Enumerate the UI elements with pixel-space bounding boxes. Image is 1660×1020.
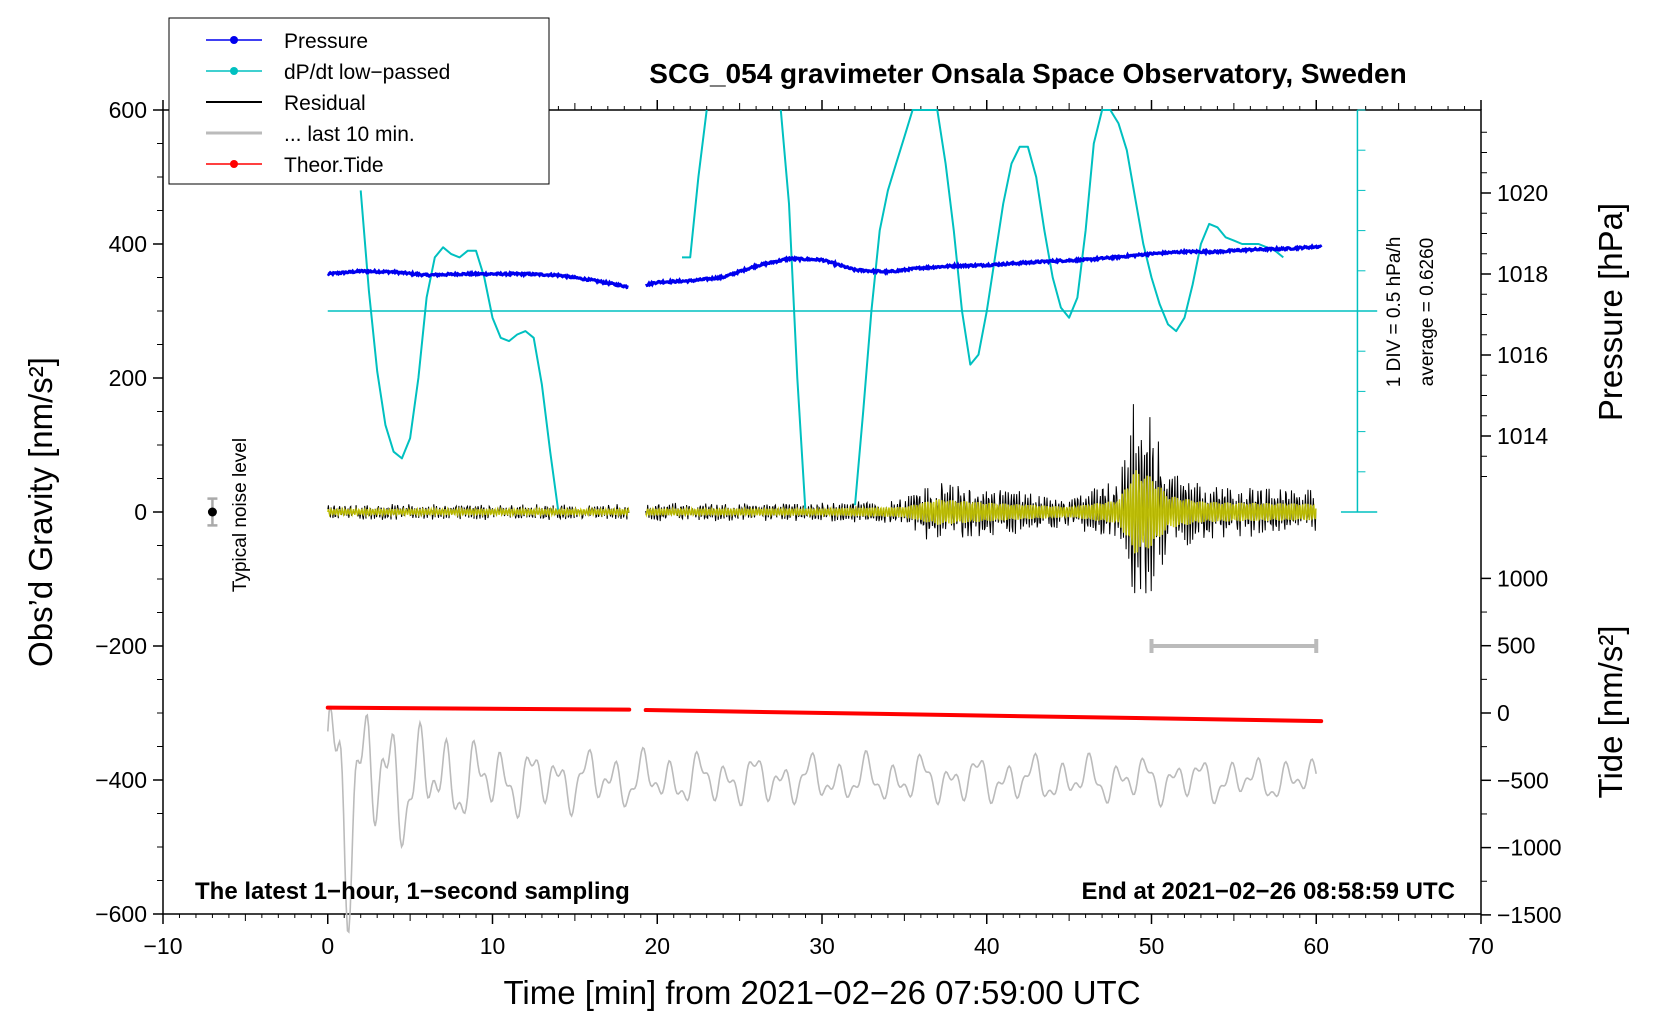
y-tick-label: 600 bbox=[109, 97, 147, 123]
residual-segment bbox=[645, 404, 1317, 594]
residual-layer bbox=[327, 404, 1317, 594]
x-tick-label: 20 bbox=[644, 933, 670, 959]
tide-residual-trace-line bbox=[327, 705, 1317, 934]
y-tick-label: −600 bbox=[95, 901, 147, 927]
chart-title: SCG_054 gravimeter Onsala Space Observat… bbox=[649, 58, 1406, 89]
pressure-tick-label: 1018 bbox=[1497, 261, 1548, 287]
legend-entry-dpdt: dP/dt low−passed bbox=[206, 61, 450, 84]
dpdt-segment bbox=[854, 109, 1284, 506]
x-axis-ticks: −10 0 10 20 30 40 50 60 70 bbox=[143, 100, 1494, 959]
x-tick-label: 50 bbox=[1139, 933, 1165, 959]
legend-entry-pressure: Pressure bbox=[206, 30, 368, 53]
x-tick-label: 10 bbox=[480, 933, 506, 959]
tide-residual-trace-layer bbox=[327, 705, 1317, 934]
x-tick-label: 70 bbox=[1468, 933, 1494, 959]
y-tick-label: 400 bbox=[109, 231, 147, 257]
legend-tide-marker bbox=[230, 160, 238, 168]
legend-last10-label: ... last 10 min. bbox=[284, 123, 415, 146]
pressure-segment bbox=[326, 267, 629, 290]
pressure-tick-label: 1016 bbox=[1497, 342, 1548, 368]
legend-entry-tide: Theor.Tide bbox=[206, 154, 384, 177]
pressure-axis-label: Pressure [hPa] bbox=[1592, 203, 1629, 421]
tide-tick-label: 1000 bbox=[1497, 565, 1548, 591]
x-tick-label: 60 bbox=[1303, 933, 1329, 959]
end-time-note: End at 2021−02−26 08:58:59 UTC bbox=[1081, 878, 1455, 905]
tide-axis-label: Tide [nm/s²] bbox=[1592, 626, 1629, 799]
pressure-layer bbox=[326, 243, 1323, 290]
tide-tick-label: 500 bbox=[1497, 633, 1535, 659]
tide-tick-label: −1000 bbox=[1497, 835, 1562, 861]
y-tick-label: 200 bbox=[109, 365, 147, 391]
y-axis-ticks: 600 400 200 0 −200 −400 −600 bbox=[95, 97, 163, 927]
tide-segment bbox=[643, 708, 1324, 724]
legend-pressure-label: Pressure bbox=[284, 30, 368, 53]
legend-dpdt-marker bbox=[230, 67, 238, 75]
legend-pressure-marker bbox=[230, 36, 238, 44]
residual-smoothed-segment bbox=[327, 506, 630, 518]
theoretical-tide-layer bbox=[325, 705, 1324, 724]
dpdt-segment bbox=[359, 190, 560, 513]
x-tick-label: 0 bbox=[321, 933, 334, 959]
x-tick-label: 40 bbox=[974, 933, 1000, 959]
y-axis-label: Obs’d Gravity [nm/s²] bbox=[22, 357, 59, 667]
legend: Pressure dP/dt low−passed Residual ... l… bbox=[168, 17, 550, 185]
x-tick-label: 30 bbox=[809, 933, 835, 959]
noise-level-label: Typical noise level bbox=[230, 438, 251, 592]
sampling-note: The latest 1−hour, 1−second sampling bbox=[195, 878, 630, 905]
tide-tick-label: 0 bbox=[1497, 700, 1510, 726]
legend-residual-label: Residual bbox=[284, 92, 366, 115]
legend-dpdt-label: dP/dt low−passed bbox=[284, 61, 450, 84]
dpdt-segment bbox=[779, 109, 807, 513]
y-tick-label: −400 bbox=[95, 767, 147, 793]
tide-tick-label: −1500 bbox=[1497, 902, 1562, 928]
dpdt-layer bbox=[359, 109, 1284, 513]
tide-segment bbox=[325, 705, 632, 712]
legend-entry-last10: ... last 10 min. bbox=[206, 123, 415, 146]
noise-point bbox=[207, 507, 217, 517]
dpdt-segment bbox=[682, 109, 708, 259]
tide-tick-label: −500 bbox=[1497, 767, 1549, 793]
y-tick-label: 0 bbox=[134, 499, 147, 525]
pressure-tick-label: 1014 bbox=[1497, 423, 1548, 449]
scale-average-label: average = 0.6260 bbox=[1417, 238, 1438, 386]
pressure-tick-label: 1020 bbox=[1497, 180, 1548, 206]
legend-tide-label: Theor.Tide bbox=[284, 154, 384, 177]
last-10-min-layer bbox=[1149, 639, 1319, 653]
legend-entry-residual: Residual bbox=[206, 92, 366, 115]
residual-smoothed-segment bbox=[645, 470, 1317, 554]
x-tick-label: −10 bbox=[143, 933, 182, 959]
noise-marker bbox=[207, 497, 218, 527]
scale-div-label: 1 DIV = 0.5 hPa/h bbox=[1384, 237, 1405, 388]
y-tick-label: −200 bbox=[95, 633, 147, 659]
pressure-axis-ticks: 1020 1018 1016 1014 bbox=[1481, 131, 1548, 477]
dpdt-scale-bar bbox=[1340, 109, 1378, 513]
pressure-segment bbox=[644, 243, 1323, 288]
tide-axis-ticks: 1000 500 0 −500 −1000 −1500 bbox=[1481, 565, 1562, 928]
x-axis-label: Time [min] from 2021−02−26 07:59:00 UTC bbox=[503, 974, 1140, 1011]
